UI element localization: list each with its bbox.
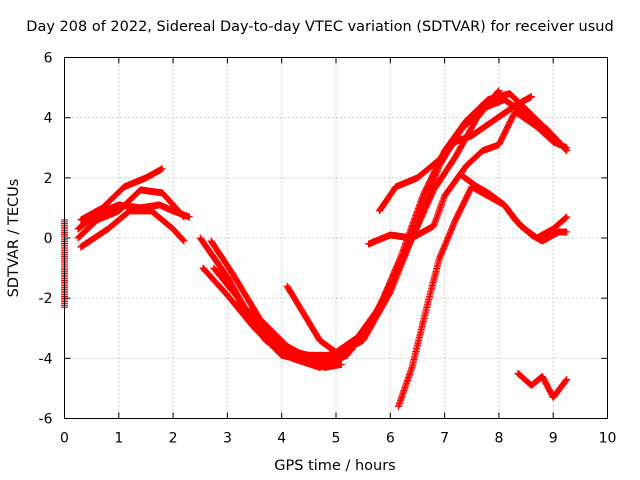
data-point — [563, 375, 571, 383]
series-track-3 — [77, 165, 166, 224]
series-track-10 — [283, 282, 351, 359]
data-point — [563, 228, 571, 236]
data-point — [527, 93, 535, 101]
data-point — [337, 360, 345, 368]
data-point — [561, 214, 569, 222]
x-tick-labels: 0 1 2 3 4 5 6 7 8 9 10 — [60, 431, 616, 447]
data-point — [562, 376, 570, 384]
data-point — [562, 214, 570, 222]
y-tick-label: 0 — [44, 231, 53, 247]
y-tick-label: 6 — [44, 51, 53, 67]
x-tick-label: 2 — [169, 431, 178, 447]
y-axis-label: SDTVAR / TECUs — [6, 179, 22, 298]
data-point — [563, 213, 571, 221]
x-tick-label: 4 — [277, 431, 286, 447]
chart-title: Day 208 of 2022, Sidereal Day-to-day VTE… — [26, 19, 613, 35]
y-tick-label: -2 — [39, 291, 53, 307]
data-point — [494, 87, 502, 95]
series-track-14 — [457, 171, 571, 245]
y-tick-label: -4 — [39, 351, 53, 367]
series-track-11 — [375, 93, 535, 215]
data-point — [563, 144, 571, 152]
series-track-12 — [365, 108, 571, 248]
series-track-2 — [74, 186, 188, 242]
data-point — [343, 351, 351, 359]
x-tick-label: 1 — [114, 431, 123, 447]
x-tick-label: 6 — [386, 431, 395, 447]
data-point — [179, 236, 187, 244]
data-marks — [61, 87, 571, 410]
data-point — [495, 87, 503, 95]
series-track-4 — [77, 207, 188, 251]
series-track-9 — [234, 297, 345, 371]
data-point — [158, 165, 166, 173]
y-tick-label: -6 — [39, 412, 53, 428]
data-point — [179, 211, 187, 219]
x-axis-label: GPS time / hours — [274, 458, 395, 474]
y-tick-label: 4 — [44, 111, 53, 127]
x-tick-label: 9 — [549, 431, 558, 447]
y-tick-label: 2 — [44, 171, 53, 187]
x-tick-label: 0 — [60, 431, 69, 447]
axis-ticks — [64, 57, 608, 419]
y-tick-labels: -6 -4 -2 0 2 4 6 — [39, 51, 53, 428]
data-point — [179, 212, 187, 220]
data-point — [180, 213, 188, 221]
x-tick-label: 7 — [440, 431, 449, 447]
x-tick-label: 5 — [332, 431, 341, 447]
data-point — [544, 126, 552, 134]
x-tick-label: 3 — [223, 431, 232, 447]
x-tick-label: 10 — [599, 431, 617, 447]
data-point — [493, 88, 501, 96]
series-track-15 — [514, 369, 571, 401]
x-tick-label: 8 — [494, 431, 503, 447]
data-point — [179, 235, 187, 243]
data-point — [180, 237, 188, 245]
